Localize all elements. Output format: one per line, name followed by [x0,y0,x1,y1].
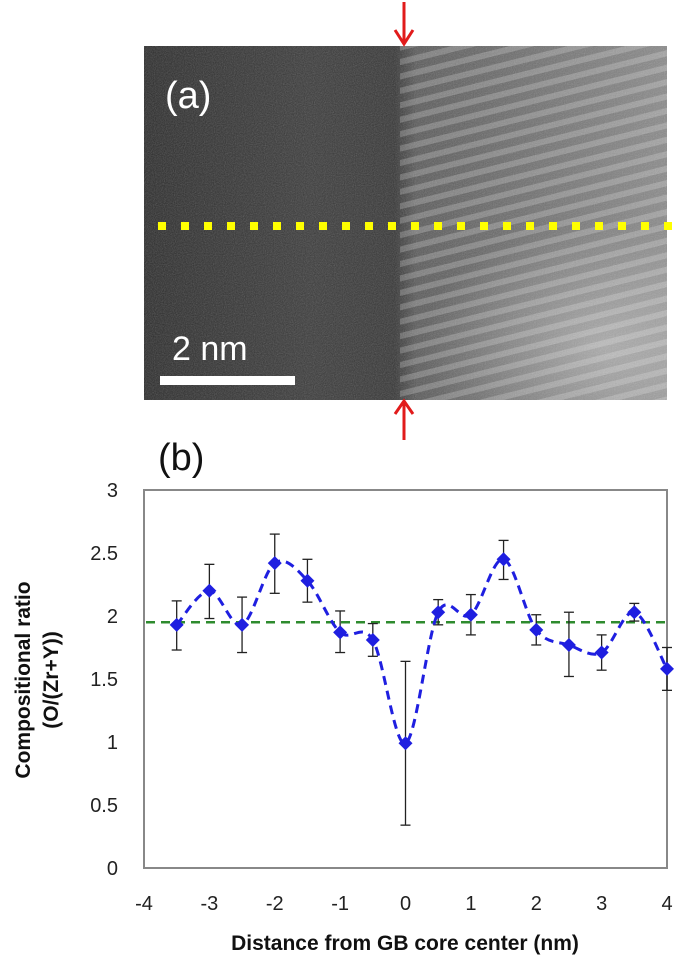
data-points [169,552,674,751]
y-tick-label: 2.5 [90,543,118,565]
x-tick-label: 4 [661,893,672,915]
data-point [463,607,478,622]
data-point [660,661,674,676]
x-tick-label: 1 [465,893,476,915]
data-point [529,622,544,637]
data-point [594,645,609,660]
scale-bar-label: 2 nm [172,330,248,368]
data-point [202,583,217,598]
y-tick-label: 1 [107,732,118,754]
y-tick-label: 0.5 [90,795,118,817]
data-point [333,625,348,640]
y-tick-label: 2 [107,606,118,628]
x-tick-label: 0 [400,893,411,915]
boundary-arrow-bottom [393,398,415,440]
data-point [561,637,576,652]
data-point [235,617,250,632]
panel-b: (b) 0 0.5 1 1.5 2 2.5 3 -4 -3 -2 -1 0 1 2 3 4 Distance… [12,437,674,955]
y-tick-labels: 0 0.5 1 1.5 2 2.5 3 [90,480,118,880]
x-tick-labels: -4 -3 -2 -1 0 1 2 3 4 [135,893,672,915]
series-line [175,557,669,745]
x-tick-label: 2 [531,893,542,915]
panel-a: (a) 2 nm [144,2,672,440]
y-tick-label: 3 [107,480,118,502]
scale-bar [160,376,295,385]
y-axis-title-line1: Compositional ratio [12,581,35,778]
data-point [496,552,511,567]
x-tick-label: 3 [596,893,607,915]
y-tick-label: 1.5 [90,669,118,691]
data-point [300,573,315,588]
data-point [365,632,380,647]
data-point [169,617,184,632]
panel-b-label: (b) [158,437,204,479]
x-tick-label: -2 [266,893,284,915]
data-point [267,556,282,571]
boundary-arrow-top [393,2,415,47]
panel-a-label: (a) [165,75,211,117]
y-tick-label: 0 [107,858,118,880]
x-tick-label: -3 [200,893,218,915]
data-point [627,605,642,620]
data-point [431,605,446,620]
x-axis-title: Distance from GB core center (nm) [231,932,579,955]
x-tick-label: -1 [331,893,349,915]
y-axis-title-line2: (O/(Zr+Y)) [40,631,63,728]
data-point [398,736,413,751]
x-tick-label: -4 [135,893,153,915]
